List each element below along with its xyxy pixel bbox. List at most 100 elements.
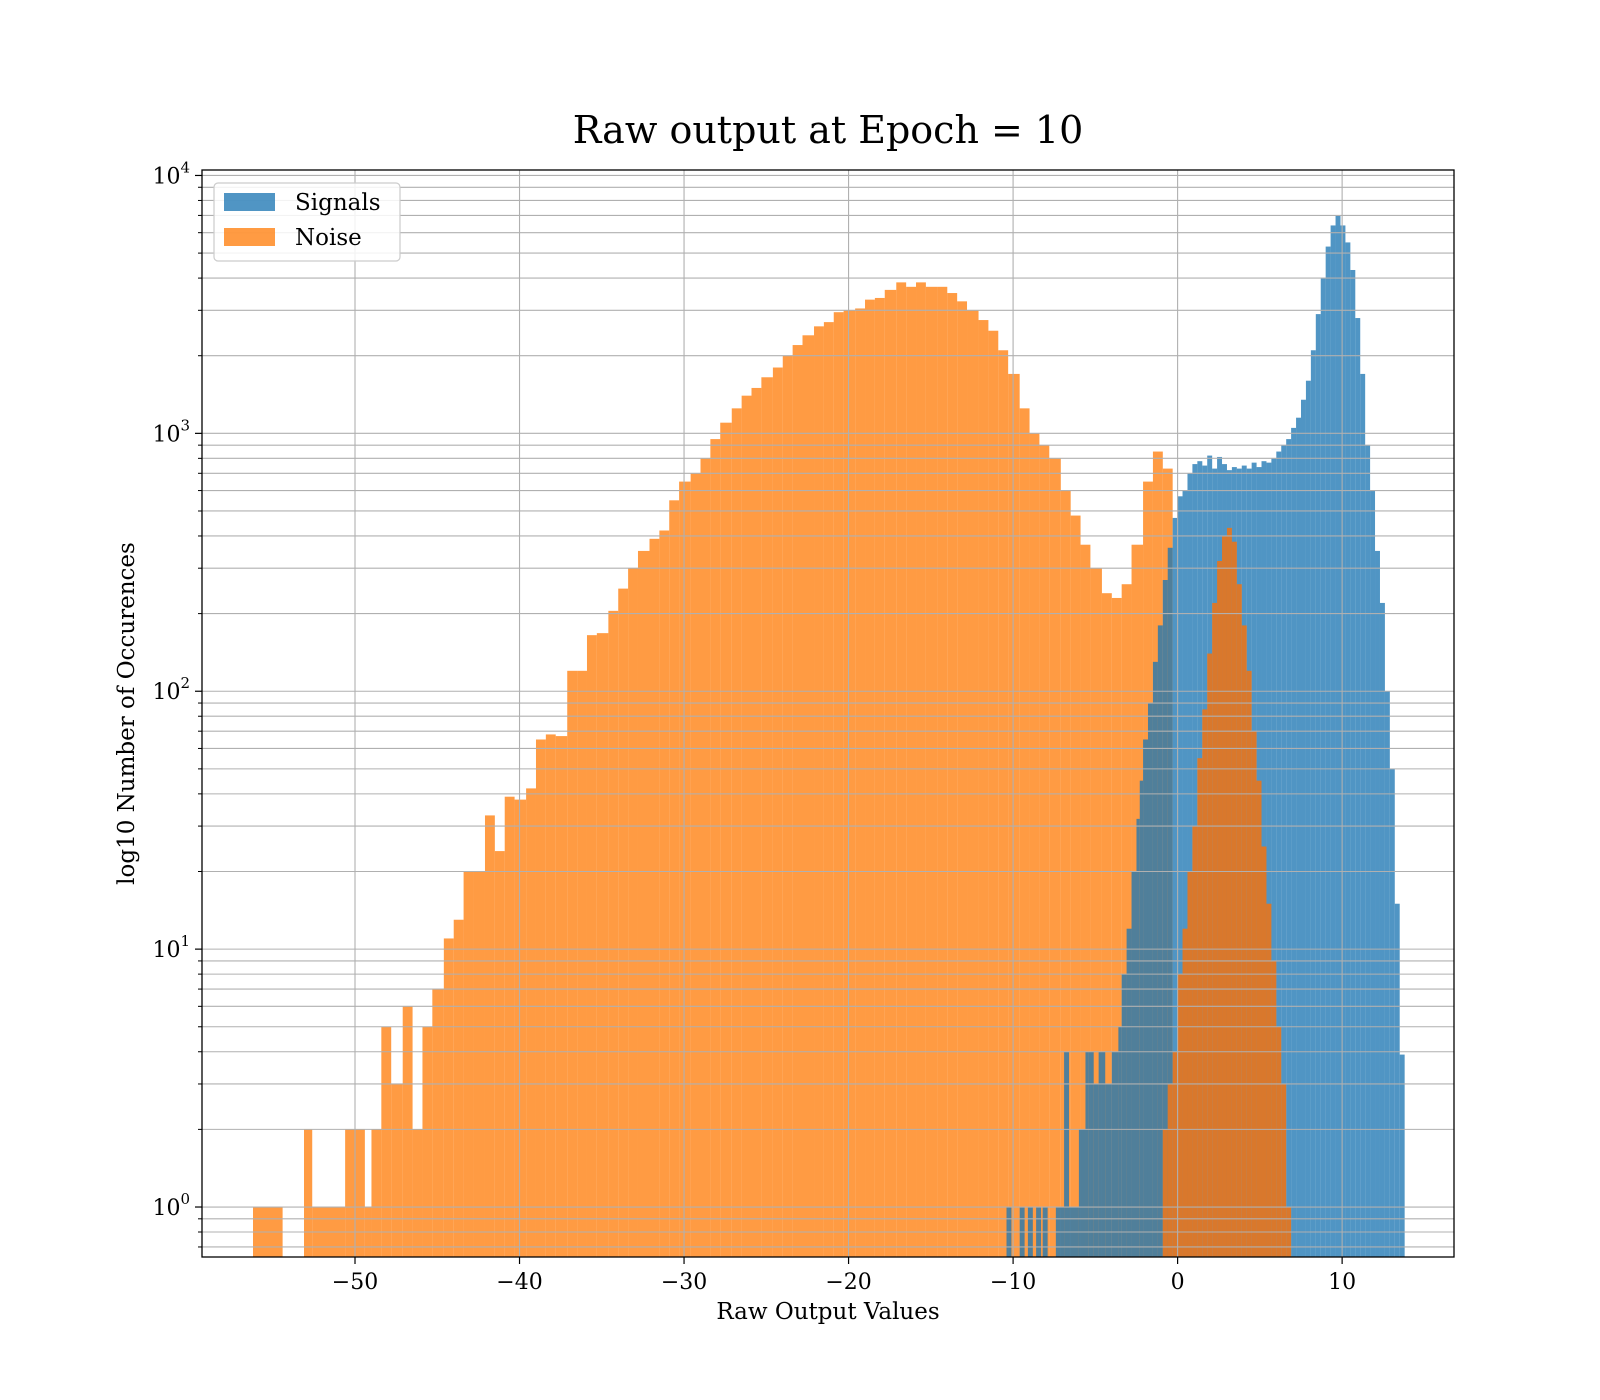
- x-axis-label: Raw Output Values: [716, 1299, 939, 1325]
- noise-bar: [637, 550, 650, 1257]
- signals-bar: [1370, 490, 1376, 1257]
- legend-swatch-signals: [224, 193, 275, 211]
- signals-bar: [1345, 242, 1351, 1258]
- signals-bar: [1093, 1083, 1099, 1257]
- overlap-bar: [1222, 535, 1227, 1257]
- legend-label-noise: Noise: [295, 225, 362, 251]
- noise-bar: [1121, 584, 1132, 1257]
- noise-bar: [412, 1129, 423, 1257]
- noise-bar: [916, 282, 926, 1257]
- noise-bar: [381, 1026, 392, 1257]
- signals-bar: [1379, 602, 1385, 1257]
- noise-bar: [782, 355, 793, 1258]
- signals-bar: [1325, 246, 1331, 1257]
- signals-bar: [1315, 314, 1321, 1257]
- signals-bar: [1335, 215, 1341, 1257]
- noise-bar: [761, 377, 773, 1257]
- signals-bar: [1389, 768, 1395, 1257]
- noise-bar: [1080, 544, 1091, 1257]
- signals-bar: [1276, 451, 1282, 1257]
- noise-bar: [586, 635, 597, 1257]
- overlap-bar: [1251, 731, 1257, 1257]
- noise-bar: [802, 335, 815, 1257]
- noise-bar: [1049, 458, 1061, 1258]
- noise-bar: [391, 1083, 403, 1257]
- signals-bar: [1266, 462, 1272, 1257]
- noise-bar: [792, 345, 803, 1257]
- signals-bar: [1088, 1051, 1094, 1257]
- noise-bar: [577, 670, 587, 1257]
- signals-bar: [1182, 490, 1188, 1257]
- noise-bar: [555, 736, 568, 1257]
- noise-bar: [751, 387, 762, 1257]
- noise-bar: [443, 938, 454, 1257]
- signals-bar: [1320, 278, 1326, 1258]
- overlap-bar: [1202, 709, 1208, 1257]
- overlap-bar: [1187, 871, 1193, 1257]
- signals-bar: [1098, 1051, 1106, 1257]
- overlap-bar: [1217, 560, 1223, 1257]
- noise-bar: [1008, 373, 1020, 1257]
- noise-bar: [823, 322, 834, 1257]
- noise-bar: [843, 310, 856, 1257]
- signals-bar: [1064, 1051, 1070, 1257]
- legend-swatch-noise: [224, 228, 275, 246]
- x-tick-label: −10: [990, 1270, 1036, 1295]
- overlap-bar: [1172, 1051, 1178, 1257]
- y-tick-label: 103: [152, 416, 190, 447]
- noise-bar: [731, 408, 742, 1257]
- signals-bar: [1131, 871, 1137, 1257]
- noise-bar: [669, 500, 680, 1257]
- signals-bar: [1136, 818, 1140, 1257]
- signals-bar: [1172, 517, 1178, 1257]
- noise-bar: [865, 299, 875, 1257]
- signals-bar: [1105, 1083, 1112, 1257]
- noise-bar: [1101, 593, 1112, 1257]
- signals-bar: [1187, 473, 1193, 1257]
- y-tick-label: 104: [152, 158, 190, 189]
- noise-bar: [978, 320, 989, 1257]
- noise-bar: [884, 289, 897, 1257]
- overlap-bar: [1212, 602, 1218, 1257]
- signals-bar: [1375, 550, 1380, 1257]
- signals-bar: [1162, 580, 1168, 1257]
- overlap-bar: [1271, 960, 1277, 1257]
- x-tick-label: −30: [661, 1270, 707, 1295]
- signals-bar: [1350, 269, 1356, 1257]
- noise-bar: [700, 458, 711, 1258]
- grid-layer: [202, 170, 1454, 1257]
- signals-bar: [1118, 1026, 1122, 1257]
- overlap-bar: [1266, 903, 1272, 1257]
- noise-bar: [967, 310, 979, 1257]
- signals-bar: [1310, 350, 1316, 1257]
- signals-bar: [1399, 1054, 1405, 1257]
- noise-bar: [453, 919, 464, 1257]
- ticks-layer: −50 −40 −30 −20 −10 0 10 100 101 102 103 104: [152, 158, 1356, 1295]
- overlap-bar: [1192, 826, 1198, 1257]
- signals-bar: [1143, 739, 1148, 1257]
- signals-bar: [1365, 445, 1371, 1257]
- noise-bar: [371, 1129, 382, 1257]
- signals-bar: [1152, 661, 1158, 1257]
- x-tick-label: 10: [1328, 1270, 1356, 1295]
- noise-bar: [567, 670, 578, 1257]
- y-axis-label: log10 Number of Occurences: [114, 542, 140, 885]
- noise-bar: [855, 308, 866, 1258]
- signals-bar: [1167, 547, 1173, 1257]
- y-tick-label: 101: [152, 932, 190, 963]
- legend-label-signals: Signals: [295, 190, 381, 216]
- overlap-bar: [1231, 541, 1237, 1257]
- signals-bar: [1139, 780, 1144, 1257]
- signals-bar: [1126, 928, 1132, 1257]
- noise-bar: [494, 851, 505, 1257]
- overlap-bar: [1281, 1083, 1287, 1257]
- noise-bar: [628, 568, 638, 1257]
- overlap-bar: [1236, 584, 1242, 1257]
- signals-bar: [1330, 225, 1336, 1258]
- noise-bar: [649, 538, 660, 1257]
- noise-bar: [1060, 490, 1071, 1257]
- bars-layer: [253, 215, 1405, 1258]
- noise-bar: [1029, 433, 1040, 1258]
- overlap-bar: [1197, 758, 1203, 1257]
